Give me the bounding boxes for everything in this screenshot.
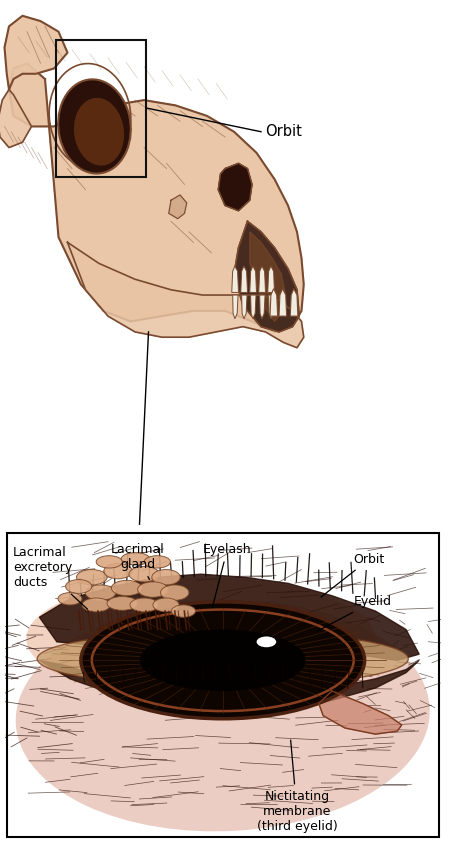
Polygon shape	[250, 232, 286, 321]
Ellipse shape	[26, 577, 376, 701]
Polygon shape	[232, 266, 238, 293]
Ellipse shape	[144, 556, 171, 568]
Ellipse shape	[81, 602, 365, 719]
Polygon shape	[4, 16, 68, 89]
Ellipse shape	[171, 605, 195, 617]
Polygon shape	[251, 295, 256, 319]
Text: Lacrimal
gland: Lacrimal gland	[111, 544, 165, 579]
Ellipse shape	[129, 566, 159, 582]
Polygon shape	[234, 221, 299, 332]
Polygon shape	[268, 266, 274, 293]
Ellipse shape	[121, 553, 150, 565]
Text: Orbit: Orbit	[266, 124, 302, 139]
Polygon shape	[233, 295, 238, 319]
Polygon shape	[9, 63, 304, 332]
Ellipse shape	[58, 79, 131, 174]
Ellipse shape	[37, 631, 408, 686]
Ellipse shape	[153, 598, 179, 612]
Polygon shape	[269, 295, 274, 319]
Ellipse shape	[161, 585, 189, 600]
Ellipse shape	[74, 98, 124, 165]
Ellipse shape	[58, 593, 82, 605]
Ellipse shape	[112, 580, 142, 596]
Text: Eyelash: Eyelash	[203, 544, 252, 607]
Polygon shape	[242, 295, 247, 319]
Polygon shape	[169, 195, 187, 218]
Text: Orbit: Orbit	[321, 553, 385, 597]
Text: Lacrimal
excretory
ducts: Lacrimal excretory ducts	[13, 546, 88, 609]
Ellipse shape	[152, 570, 180, 585]
Ellipse shape	[256, 636, 276, 647]
Polygon shape	[279, 288, 287, 316]
Polygon shape	[260, 295, 265, 319]
Polygon shape	[40, 660, 419, 712]
Ellipse shape	[82, 598, 110, 612]
Polygon shape	[319, 691, 402, 734]
Text: Eyelid: Eyelid	[317, 595, 392, 631]
Ellipse shape	[140, 630, 306, 691]
Ellipse shape	[16, 600, 430, 831]
Ellipse shape	[85, 585, 116, 600]
Text: Nictitating
membrane
(third eyelid): Nictitating membrane (third eyelid)	[256, 740, 338, 833]
Polygon shape	[270, 288, 278, 316]
Polygon shape	[259, 266, 266, 293]
Ellipse shape	[96, 556, 122, 568]
Polygon shape	[250, 266, 256, 293]
Polygon shape	[0, 89, 32, 148]
Bar	[56, 40, 146, 176]
Polygon shape	[290, 288, 298, 316]
Ellipse shape	[138, 582, 168, 597]
Polygon shape	[68, 242, 304, 347]
Ellipse shape	[76, 570, 107, 585]
Polygon shape	[241, 266, 248, 293]
Ellipse shape	[104, 563, 132, 579]
Polygon shape	[40, 574, 419, 660]
Ellipse shape	[107, 597, 138, 610]
Polygon shape	[218, 164, 252, 211]
Ellipse shape	[130, 598, 158, 612]
Ellipse shape	[66, 579, 92, 593]
